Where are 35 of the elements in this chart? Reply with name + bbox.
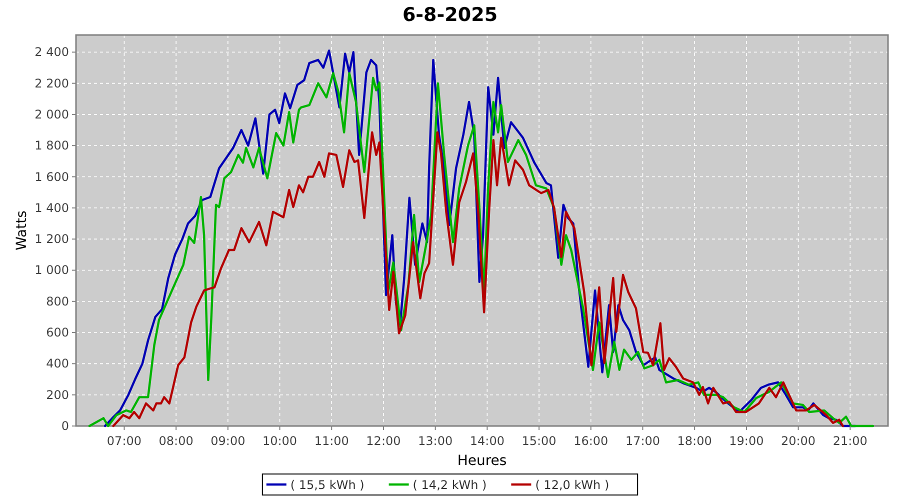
legend-label: ( 12,0 kWh ) xyxy=(535,478,610,492)
y-tick-label: 1 400 xyxy=(34,200,69,215)
x-tick-label: 10:00 xyxy=(262,434,298,448)
x-tick-label: 08:00 xyxy=(158,434,194,448)
y-tick-label: 2 400 xyxy=(34,45,69,60)
y-tick-label: 2 000 xyxy=(34,107,69,122)
legend-label: ( 14,2 kWh ) xyxy=(412,478,487,492)
y-axis-title: Watts xyxy=(14,210,30,250)
x-tick-label: 09:00 xyxy=(210,434,246,448)
x-axis-title: Heures xyxy=(457,453,507,469)
x-tick-label: 13:00 xyxy=(418,434,453,448)
x-tick-label: 21:00 xyxy=(832,434,868,448)
y-tick-label: 1 800 xyxy=(34,138,69,153)
x-tick-label: 16:00 xyxy=(574,434,608,448)
y-tick-label: 600 xyxy=(46,326,69,340)
y-tick-label: 800 xyxy=(46,294,69,308)
x-tick-label: 15:00 xyxy=(522,434,556,448)
x-tick-label: 14:00 xyxy=(470,434,504,448)
x-tick-label: 20:00 xyxy=(781,434,816,448)
legend-label: ( 15,5 kWh ) xyxy=(290,478,364,492)
y-tick-label: 400 xyxy=(46,356,69,371)
x-tick-label: 17:00 xyxy=(625,434,660,448)
x-tick-label: 11:00 xyxy=(314,434,349,448)
x-tick-label: 07:00 xyxy=(106,434,142,448)
line-series xyxy=(112,131,844,428)
x-tick-label: 18:00 xyxy=(677,434,712,448)
y-tick-label: 2 200 xyxy=(34,76,69,90)
x-tick-label: 19:00 xyxy=(729,434,764,448)
y-tick-label: 1 200 xyxy=(34,232,69,246)
y-tick-label: 1 000 xyxy=(34,263,69,278)
x-tick-label: 12:00 xyxy=(366,434,401,448)
y-tick-label: 200 xyxy=(46,388,69,402)
y-tick-label: 1 600 xyxy=(34,170,69,184)
y-tick-label: 0 xyxy=(61,419,69,433)
chart-title: 6-8-2025 xyxy=(402,4,498,26)
